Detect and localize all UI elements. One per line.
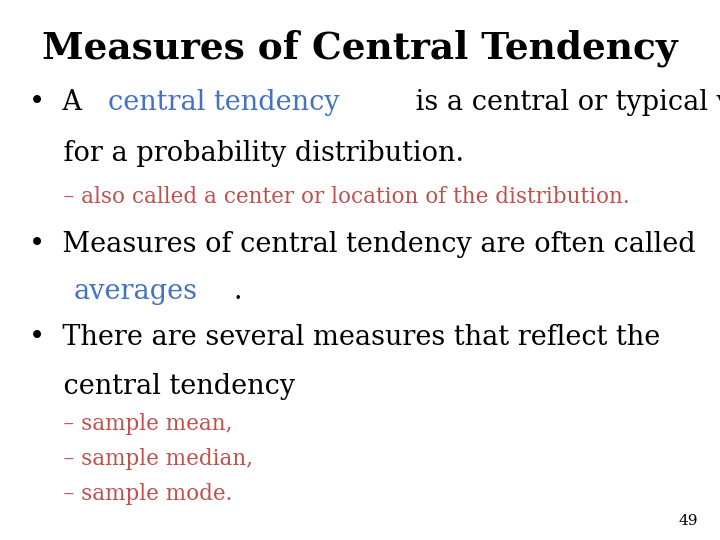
Text: is a central or typical value: is a central or typical value — [408, 89, 720, 116]
Text: – also called a center or location of the distribution.: – also called a center or location of th… — [29, 186, 629, 208]
Text: 49: 49 — [679, 514, 698, 528]
Text: – sample median,: – sample median, — [29, 448, 253, 470]
Text: – sample mode.: – sample mode. — [29, 483, 232, 505]
Text: central tendency: central tendency — [108, 89, 340, 116]
Text: central tendency: central tendency — [29, 373, 295, 400]
Text: Measures of Central Tendency: Measures of Central Tendency — [42, 30, 678, 67]
Text: averages: averages — [73, 278, 197, 305]
Text: – sample mean,: – sample mean, — [29, 413, 232, 435]
Text: •  There are several measures that reflect the: • There are several measures that reflec… — [29, 324, 660, 351]
Text: •  Measures of central tendency are often called: • Measures of central tendency are often… — [29, 231, 696, 258]
Text: for a probability distribution.: for a probability distribution. — [29, 140, 464, 167]
Text: .: . — [233, 278, 242, 305]
Text: •  A: • A — [29, 89, 91, 116]
